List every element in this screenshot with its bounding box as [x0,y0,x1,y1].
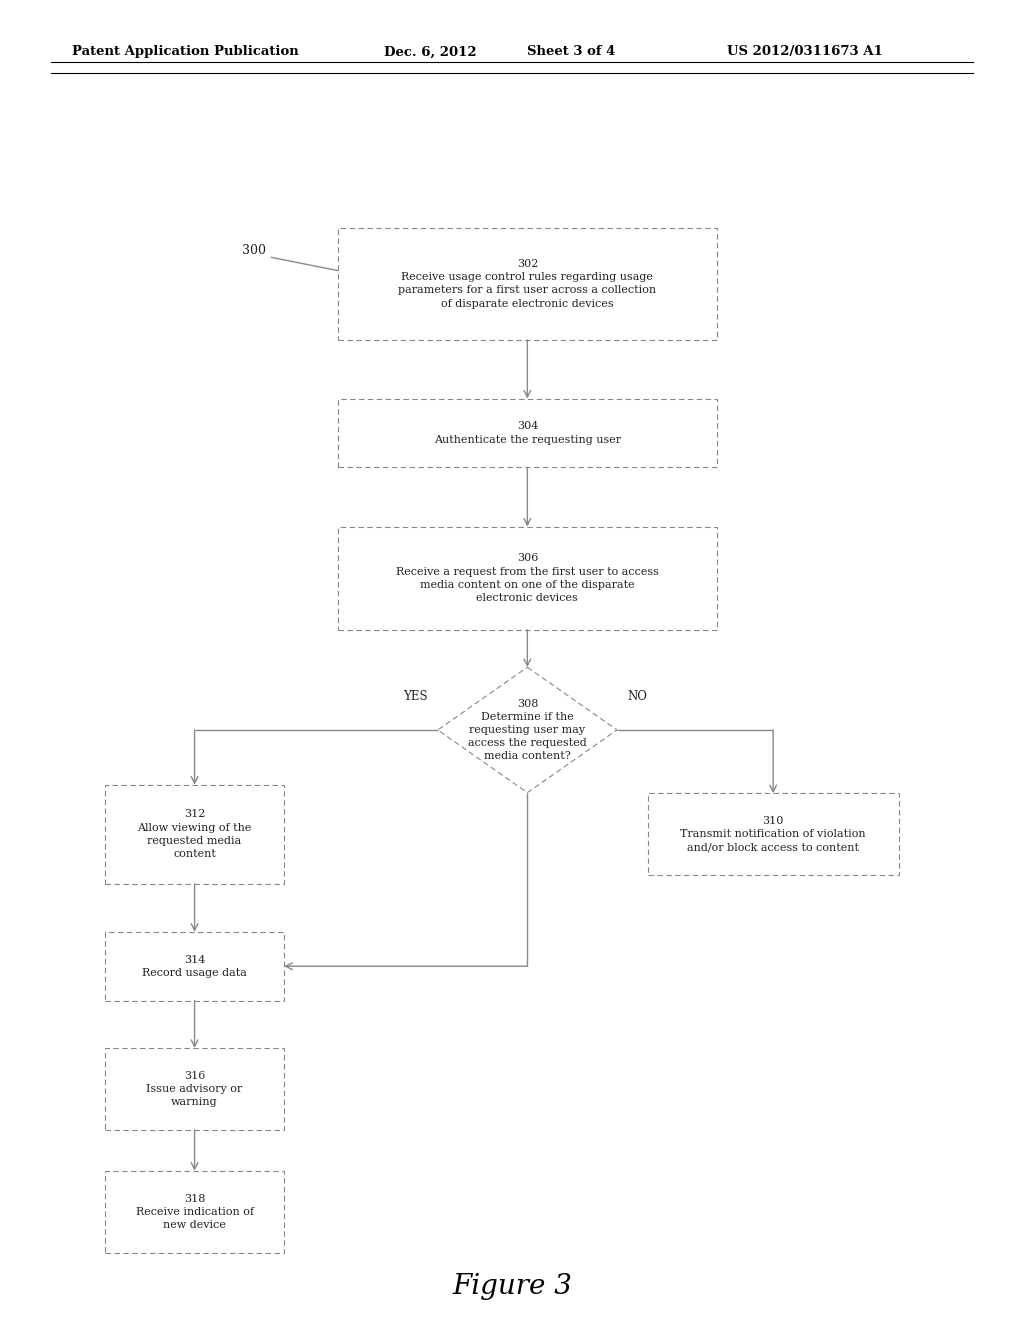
Bar [338,399,717,467]
Text: 312
Allow viewing of the
requested media
content: 312 Allow viewing of the requested media… [137,809,252,859]
Bar [105,1048,284,1130]
Text: 314
Record usage data: 314 Record usage data [142,954,247,978]
Text: 318
Receive indication of
new device: 318 Receive indication of new device [135,1193,254,1230]
Bar [648,793,899,875]
Bar [105,932,284,1001]
Text: 302
Receive usage control rules regarding usage
parameters for a first user acro: 302 Receive usage control rules regardin… [398,259,656,309]
Text: 308
Determine if the
requesting user may
access the requested
media content?: 308 Determine if the requesting user may… [468,698,587,762]
Text: Patent Application Publication: Patent Application Publication [72,45,298,58]
Text: US 2012/0311673 A1: US 2012/0311673 A1 [727,45,883,58]
Text: Dec. 6, 2012: Dec. 6, 2012 [384,45,476,58]
Text: 304
Authenticate the requesting user: 304 Authenticate the requesting user [434,421,621,445]
Text: 306
Receive a request from the first user to access
media content on one of the : 306 Receive a request from the first use… [396,553,658,603]
Bar [338,227,717,339]
Text: NO: NO [627,690,647,704]
Text: Sheet 3 of 4: Sheet 3 of 4 [527,45,615,58]
Bar [105,784,284,884]
Text: 300: 300 [243,244,266,257]
Bar [338,527,717,630]
Text: 316
Issue advisory or
warning: 316 Issue advisory or warning [146,1071,243,1107]
Text: Figure 3: Figure 3 [452,1274,572,1300]
Bar [105,1171,284,1253]
Text: 310
Transmit notification of violation
and/or block access to content: 310 Transmit notification of violation a… [680,816,866,853]
Text: YES: YES [402,690,428,704]
